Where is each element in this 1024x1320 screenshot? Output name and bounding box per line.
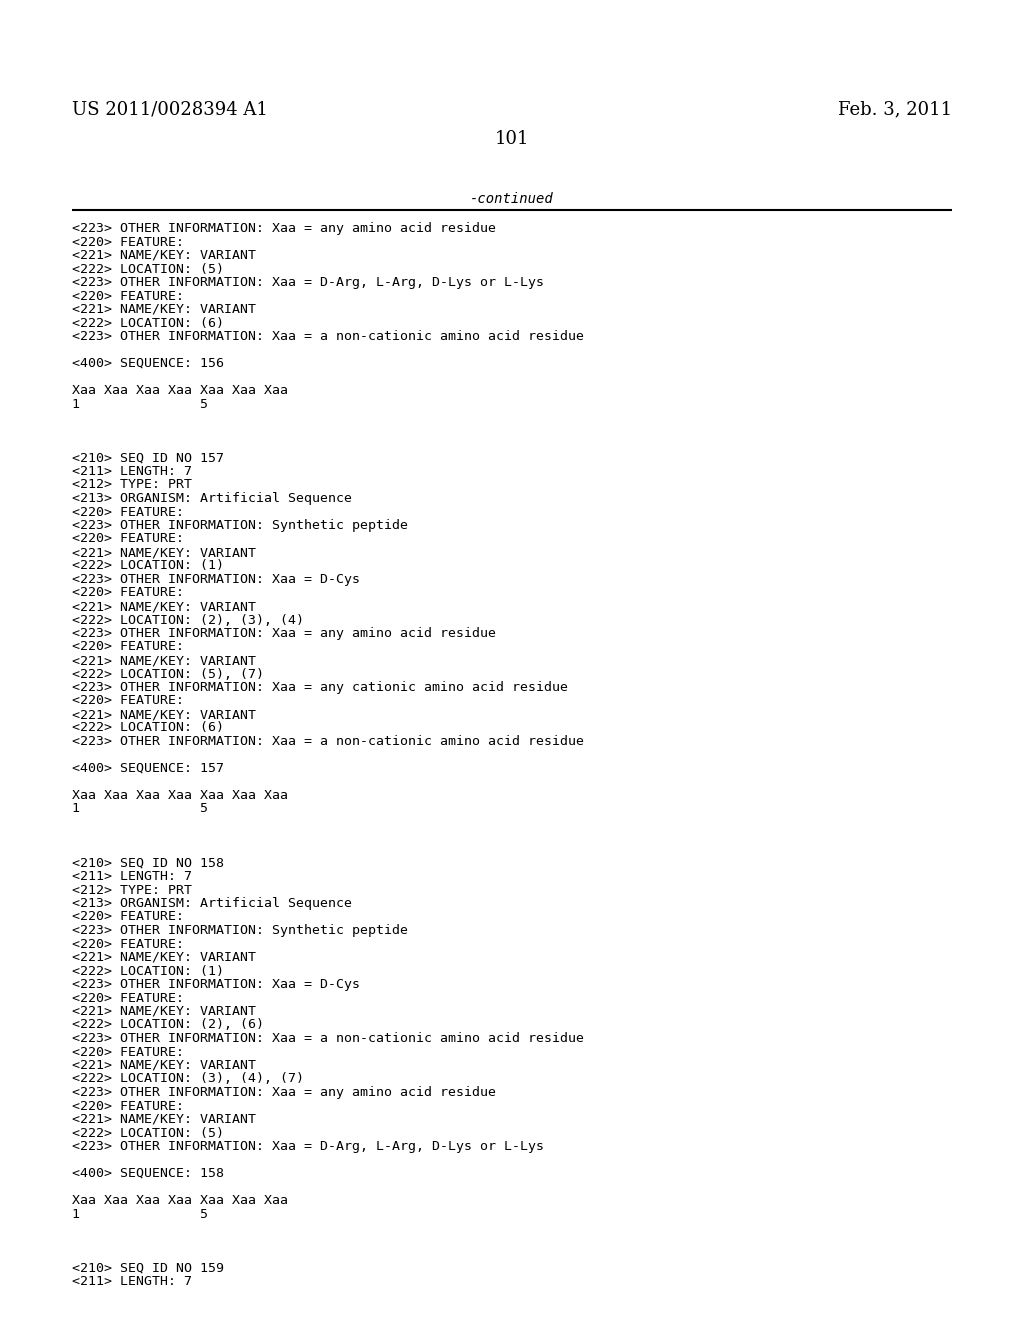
Text: <400> SEQUENCE: 157: <400> SEQUENCE: 157 — [72, 762, 224, 775]
Text: <222> LOCATION: (3), (4), (7): <222> LOCATION: (3), (4), (7) — [72, 1072, 304, 1085]
Text: 1               5: 1 5 — [72, 1208, 208, 1221]
Text: Xaa Xaa Xaa Xaa Xaa Xaa Xaa: Xaa Xaa Xaa Xaa Xaa Xaa Xaa — [72, 384, 288, 397]
Text: <222> LOCATION: (2), (3), (4): <222> LOCATION: (2), (3), (4) — [72, 614, 304, 627]
Text: <222> LOCATION: (5): <222> LOCATION: (5) — [72, 1126, 224, 1139]
Text: <221> NAME/KEY: VARIANT: <221> NAME/KEY: VARIANT — [72, 1113, 256, 1126]
Text: <223> OTHER INFORMATION: Xaa = D-Arg, L-Arg, D-Lys or L-Lys: <223> OTHER INFORMATION: Xaa = D-Arg, L-… — [72, 1140, 544, 1152]
Text: <213> ORGANISM: Artificial Sequence: <213> ORGANISM: Artificial Sequence — [72, 898, 352, 909]
Text: <223> OTHER INFORMATION: Xaa = a non-cationic amino acid residue: <223> OTHER INFORMATION: Xaa = a non-cat… — [72, 735, 584, 748]
Text: <210> SEQ ID NO 158: <210> SEQ ID NO 158 — [72, 857, 224, 870]
Text: <220> FEATURE:: <220> FEATURE: — [72, 694, 184, 708]
Text: <220> FEATURE:: <220> FEATURE: — [72, 1045, 184, 1059]
Text: <212> TYPE: PRT: <212> TYPE: PRT — [72, 883, 193, 896]
Text: 101: 101 — [495, 129, 529, 148]
Text: <221> NAME/KEY: VARIANT: <221> NAME/KEY: VARIANT — [72, 304, 256, 315]
Text: <210> SEQ ID NO 157: <210> SEQ ID NO 157 — [72, 451, 224, 465]
Text: <220> FEATURE:: <220> FEATURE: — [72, 640, 184, 653]
Text: <222> LOCATION: (6): <222> LOCATION: (6) — [72, 317, 224, 330]
Text: 1               5: 1 5 — [72, 803, 208, 816]
Text: <223> OTHER INFORMATION: Xaa = D-Cys: <223> OTHER INFORMATION: Xaa = D-Cys — [72, 978, 360, 991]
Text: <221> NAME/KEY: VARIANT: <221> NAME/KEY: VARIANT — [72, 1005, 256, 1018]
Text: <221> NAME/KEY: VARIANT: <221> NAME/KEY: VARIANT — [72, 653, 256, 667]
Text: <220> FEATURE:: <220> FEATURE: — [72, 235, 184, 248]
Text: <221> NAME/KEY: VARIANT: <221> NAME/KEY: VARIANT — [72, 601, 256, 612]
Text: <223> OTHER INFORMATION: Xaa = any amino acid residue: <223> OTHER INFORMATION: Xaa = any amino… — [72, 222, 496, 235]
Text: <220> FEATURE:: <220> FEATURE: — [72, 911, 184, 924]
Text: Xaa Xaa Xaa Xaa Xaa Xaa Xaa: Xaa Xaa Xaa Xaa Xaa Xaa Xaa — [72, 789, 288, 803]
Text: <223> OTHER INFORMATION: Xaa = any amino acid residue: <223> OTHER INFORMATION: Xaa = any amino… — [72, 1086, 496, 1100]
Text: <222> LOCATION: (1): <222> LOCATION: (1) — [72, 560, 224, 573]
Text: <212> TYPE: PRT: <212> TYPE: PRT — [72, 479, 193, 491]
Text: <211> LENGTH: 7: <211> LENGTH: 7 — [72, 870, 193, 883]
Text: <221> NAME/KEY: VARIANT: <221> NAME/KEY: VARIANT — [72, 546, 256, 558]
Text: <220> FEATURE:: <220> FEATURE: — [72, 289, 184, 302]
Text: <211> LENGTH: 7: <211> LENGTH: 7 — [72, 465, 193, 478]
Text: <223> OTHER INFORMATION: Xaa = D-Arg, L-Arg, D-Lys or L-Lys: <223> OTHER INFORMATION: Xaa = D-Arg, L-… — [72, 276, 544, 289]
Text: 1               5: 1 5 — [72, 397, 208, 411]
Text: <223> OTHER INFORMATION: Xaa = D-Cys: <223> OTHER INFORMATION: Xaa = D-Cys — [72, 573, 360, 586]
Text: <220> FEATURE:: <220> FEATURE: — [72, 991, 184, 1005]
Text: Xaa Xaa Xaa Xaa Xaa Xaa Xaa: Xaa Xaa Xaa Xaa Xaa Xaa Xaa — [72, 1195, 288, 1206]
Text: <223> OTHER INFORMATION: Synthetic peptide: <223> OTHER INFORMATION: Synthetic pepti… — [72, 519, 408, 532]
Text: <222> LOCATION: (6): <222> LOCATION: (6) — [72, 722, 224, 734]
Text: <220> FEATURE:: <220> FEATURE: — [72, 937, 184, 950]
Text: <223> OTHER INFORMATION: Xaa = a non-cationic amino acid residue: <223> OTHER INFORMATION: Xaa = a non-cat… — [72, 330, 584, 343]
Text: <223> OTHER INFORMATION: Xaa = any cationic amino acid residue: <223> OTHER INFORMATION: Xaa = any catio… — [72, 681, 568, 694]
Text: <220> FEATURE:: <220> FEATURE: — [72, 586, 184, 599]
Text: <210> SEQ ID NO 159: <210> SEQ ID NO 159 — [72, 1262, 224, 1275]
Text: <221> NAME/KEY: VARIANT: <221> NAME/KEY: VARIANT — [72, 708, 256, 721]
Text: <222> LOCATION: (2), (6): <222> LOCATION: (2), (6) — [72, 1019, 264, 1031]
Text: Feb. 3, 2011: Feb. 3, 2011 — [838, 100, 952, 117]
Text: <220> FEATURE:: <220> FEATURE: — [72, 1100, 184, 1113]
Text: <221> NAME/KEY: VARIANT: <221> NAME/KEY: VARIANT — [72, 950, 256, 964]
Text: <213> ORGANISM: Artificial Sequence: <213> ORGANISM: Artificial Sequence — [72, 492, 352, 506]
Text: <222> LOCATION: (5): <222> LOCATION: (5) — [72, 263, 224, 276]
Text: <400> SEQUENCE: 158: <400> SEQUENCE: 158 — [72, 1167, 224, 1180]
Text: <221> NAME/KEY: VARIANT: <221> NAME/KEY: VARIANT — [72, 249, 256, 261]
Text: <400> SEQUENCE: 156: <400> SEQUENCE: 156 — [72, 356, 224, 370]
Text: <220> FEATURE:: <220> FEATURE: — [72, 506, 184, 519]
Text: <221> NAME/KEY: VARIANT: <221> NAME/KEY: VARIANT — [72, 1059, 256, 1072]
Text: <211> LENGTH: 7: <211> LENGTH: 7 — [72, 1275, 193, 1288]
Text: <222> LOCATION: (1): <222> LOCATION: (1) — [72, 965, 224, 978]
Text: <223> OTHER INFORMATION: Xaa = a non-cationic amino acid residue: <223> OTHER INFORMATION: Xaa = a non-cat… — [72, 1032, 584, 1045]
Text: US 2011/0028394 A1: US 2011/0028394 A1 — [72, 100, 268, 117]
Text: <223> OTHER INFORMATION: Synthetic peptide: <223> OTHER INFORMATION: Synthetic pepti… — [72, 924, 408, 937]
Text: <222> LOCATION: (5), (7): <222> LOCATION: (5), (7) — [72, 668, 264, 681]
Text: <220> FEATURE:: <220> FEATURE: — [72, 532, 184, 545]
Text: -continued: -continued — [470, 191, 554, 206]
Text: <223> OTHER INFORMATION: Xaa = any amino acid residue: <223> OTHER INFORMATION: Xaa = any amino… — [72, 627, 496, 640]
